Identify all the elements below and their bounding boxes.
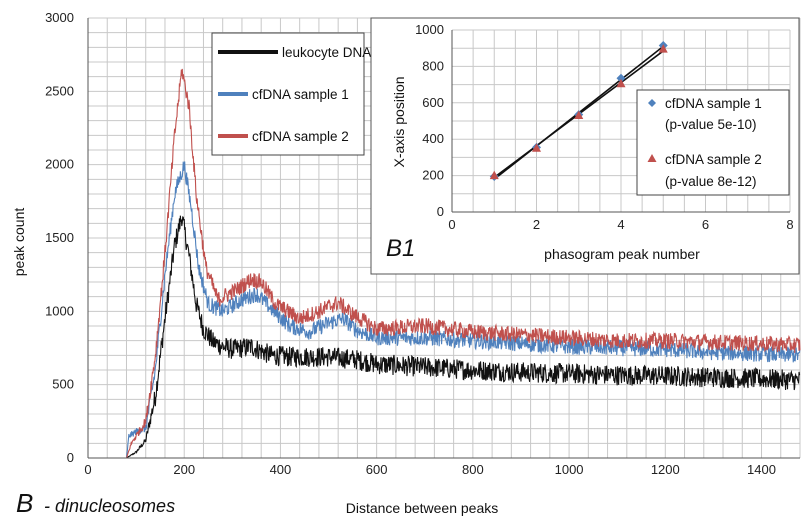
main-legend: leukocyte DNA cfDNA sample 1 cfDNA sampl… <box>211 32 371 156</box>
series-line <box>88 215 801 459</box>
inset-y-tick-label: 600 <box>422 95 444 110</box>
inset-axes <box>451 30 790 213</box>
inset-x-tick-label: 0 <box>448 217 455 232</box>
panel-label-b: B <box>16 488 33 518</box>
inset-x-axis-label: phasogram peak number <box>544 246 700 262</box>
legend-label-cfdna-2: cfDNA sample 2 <box>252 129 349 144</box>
main-x-tick-label: 200 <box>173 462 195 477</box>
inset-legend-label-cfdna-1: cfDNA sample 1 <box>665 96 762 111</box>
legend-marker-triangle <box>647 154 657 162</box>
main-y-tick-label: 2500 <box>45 83 74 98</box>
inset-legend-box <box>636 89 790 196</box>
inset-legend-label-cfdna-2: cfDNA sample 2 <box>665 152 762 167</box>
main-x-tick-label: 1400 <box>747 462 776 477</box>
inset-tick-labels: 0 2 4 6 8 0 200 400 600 800 1000 <box>415 22 794 232</box>
inset-y-tick-label: 1000 <box>415 22 444 37</box>
data-point-triangle <box>574 110 584 120</box>
data-point-triangle <box>658 44 668 53</box>
inset-data-points <box>489 40 668 182</box>
legend-marker-diamond <box>648 99 656 107</box>
panel-label-b1: B1 <box>386 235 415 262</box>
main-y-tick-label: 3000 <box>45 10 74 25</box>
panel-subtitle: - dinucleosomes <box>44 496 175 516</box>
inset-x-tick-label: 2 <box>533 217 540 232</box>
inset-legend: cfDNA sample 1 (p-value 5e-10) cfDNA sam… <box>636 89 790 196</box>
inset-x-tick-label: 8 <box>786 217 793 232</box>
inset-y-tick-label: 400 <box>422 131 444 146</box>
main-y-tick-label: 1500 <box>45 230 74 245</box>
inset-x-tick-label: 4 <box>617 217 624 232</box>
inset-y-axis-label: X-axis position <box>391 76 407 167</box>
main-axes <box>87 18 800 459</box>
main-x-tick-label: 800 <box>462 462 484 477</box>
data-point-triangle <box>616 78 626 88</box>
inset-y-tick-label: 0 <box>437 204 444 219</box>
inset-x-tick-label: 6 <box>702 217 709 232</box>
main-x-tick-label: 1200 <box>651 462 680 477</box>
inset-y-tick-label: 200 <box>422 168 444 183</box>
inset-chart-b1: 0 2 4 6 8 0 200 400 600 800 1000 phasogram peak nu… <box>370 17 800 275</box>
data-point-triangle <box>532 143 541 152</box>
inset-legend-pvalue-2: (p-value 8e-12) <box>665 174 757 189</box>
legend-label-cfdna-1: cfDNA sample 1 <box>252 87 349 102</box>
series-line <box>88 68 801 459</box>
main-x-tick-label: 600 <box>366 462 388 477</box>
series-line <box>88 161 801 459</box>
main-y-tick-label: 0 <box>67 450 74 465</box>
main-y-tick-label: 500 <box>52 377 74 392</box>
legend-label-leukocyte: leukocyte DNA <box>282 45 371 60</box>
main-y-tick-label: 2000 <box>45 157 74 172</box>
main-y-tick-label: 1000 <box>45 303 74 318</box>
main-x-tick-label: 1000 <box>555 462 584 477</box>
data-point-triangle <box>489 170 499 180</box>
main-y-axis-label: peak count <box>11 208 27 277</box>
main-x-axis-label: Distance between peaks <box>346 500 499 516</box>
inset-legend-pvalue-1: (p-value 5e-10) <box>665 117 757 132</box>
main-series-lines <box>88 68 801 459</box>
main-x-tick-label: 0 <box>84 462 91 477</box>
main-x-tick-label: 400 <box>270 462 292 477</box>
main-tick-labels: 0 200 400 600 800 1000 1200 1400050010001500200… <box>45 10 776 477</box>
inset-y-tick-label: 800 <box>422 58 444 73</box>
data-point-diamond <box>616 73 626 83</box>
